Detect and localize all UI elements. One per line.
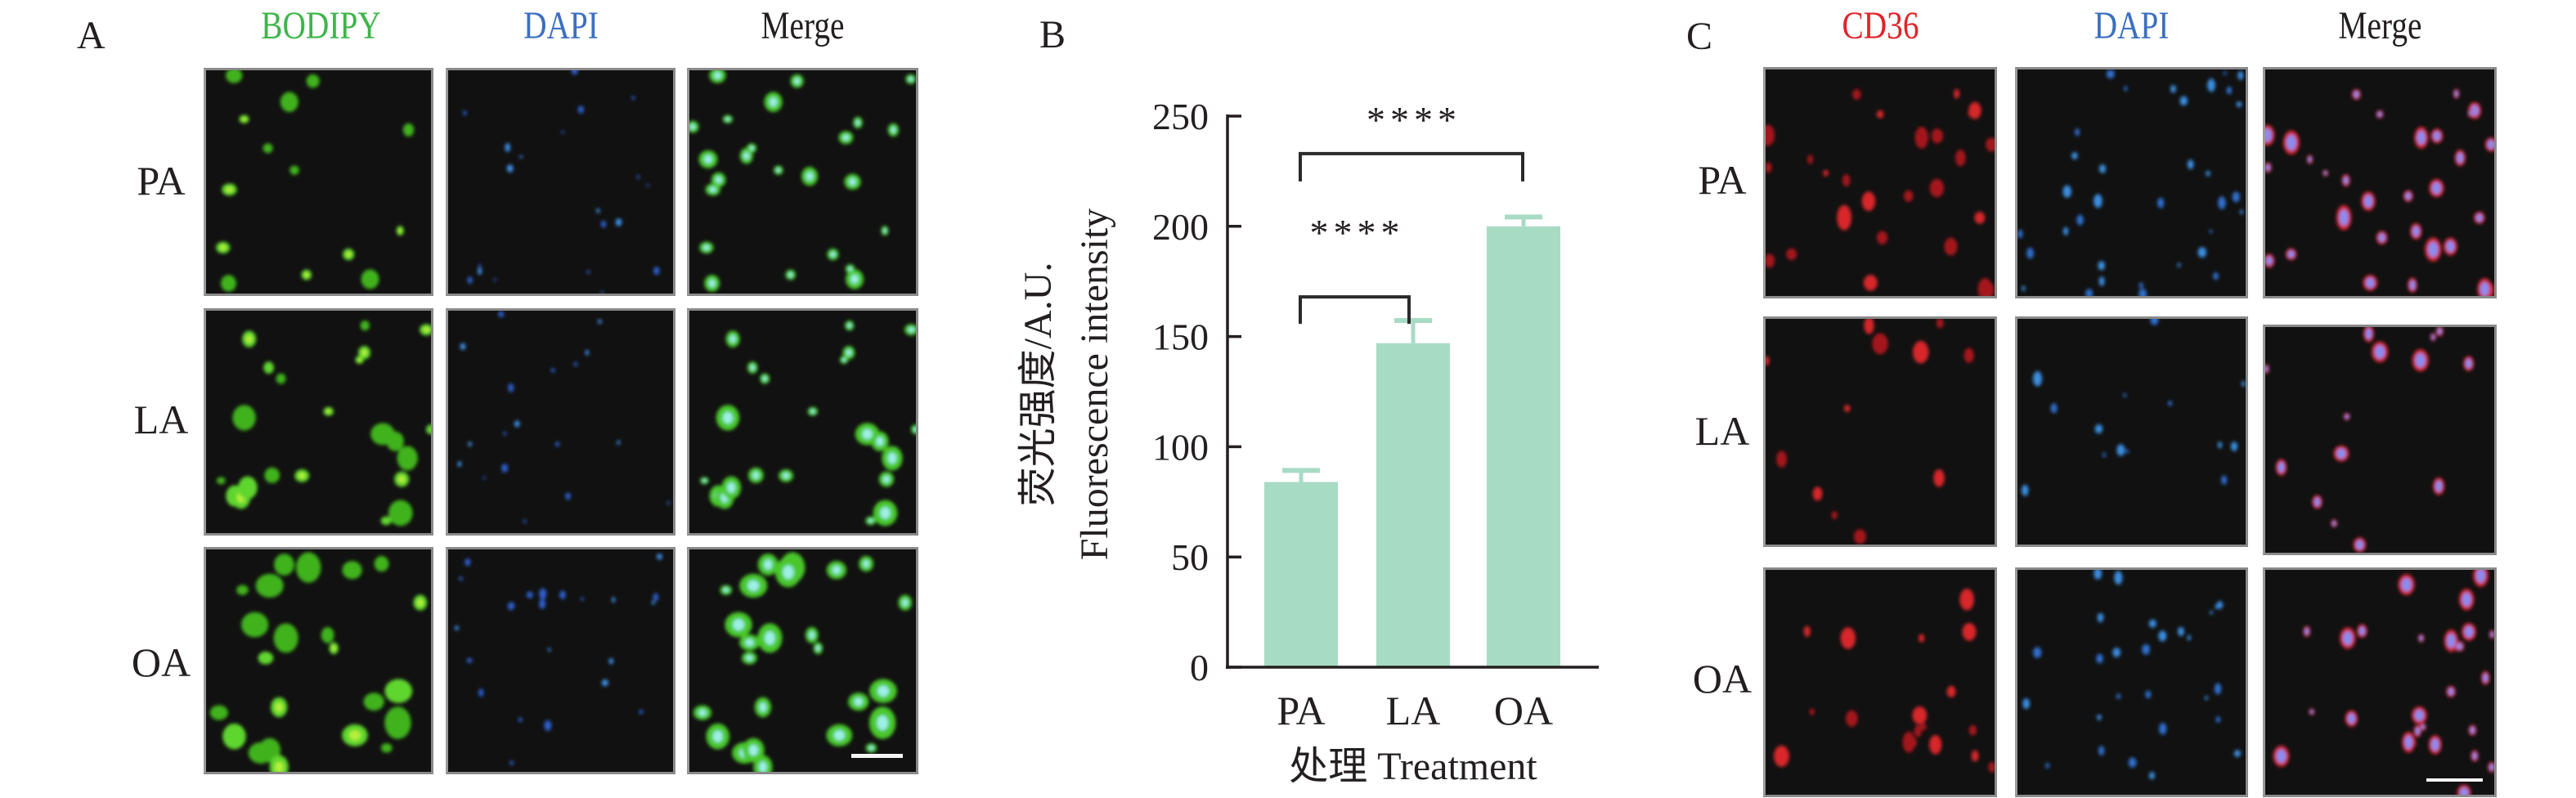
panel-a-header-merge: Merge — [761, 4, 845, 47]
y-tick-label-50: 50 — [1171, 536, 1209, 578]
panel-a-header-dapi: DAPI — [523, 4, 599, 47]
panel-a-row-label-la: LA — [133, 397, 189, 442]
x-axis-title: 处理 Treatment — [1289, 745, 1537, 788]
panel-a-header-bodipy: BODIPY — [261, 4, 381, 47]
micrograph-c-oa-merge — [2263, 567, 2497, 797]
significance-bracket-pa-la — [1299, 295, 1411, 325]
y-tick-label-250: 250 — [1152, 96, 1209, 137]
micrograph-a-pa-merge — [687, 68, 918, 296]
panel-c-row-label-pa: PA — [1698, 157, 1747, 203]
panel-a-row-label-oa: OA — [131, 639, 191, 685]
micrograph-c-oa-dapi — [2015, 567, 2248, 797]
micrograph-a-oa-bodipy — [204, 547, 433, 774]
panel-c-scale-bar — [2426, 778, 2483, 782]
bar-pa — [1264, 482, 1338, 667]
panel-c-letter: C — [1686, 15, 1713, 58]
micrograph-c-la-merge — [2263, 325, 2497, 555]
panel-a-row-label-pa: PA — [137, 158, 186, 204]
significance-label-pa-oa: **** — [1367, 99, 1461, 141]
bar-oa — [1487, 226, 1560, 667]
micrograph-a-oa-merge — [687, 547, 918, 774]
micrograph-c-la-cd36 — [1763, 316, 1997, 547]
significance-label-pa-la: **** — [1310, 212, 1405, 253]
micrograph-a-pa-dapi — [446, 68, 675, 296]
micrograph-a-la-merge — [687, 308, 918, 536]
y-tick-label-100: 100 — [1152, 426, 1209, 468]
y-tick-label-200: 200 — [1152, 206, 1209, 248]
micrograph-c-pa-dapi — [2015, 67, 2248, 298]
micrograph-c-pa-cd36 — [1763, 67, 1997, 298]
micrograph-c-la-dapi — [2015, 316, 2248, 547]
y-axis-title-chinese: 荧光强度/A.U. — [1016, 262, 1060, 507]
x-tick-label-la: LA — [1386, 688, 1441, 733]
micrograph-c-pa-merge — [2263, 67, 2497, 298]
panel-c-header-dapi: DAPI — [2094, 4, 2170, 47]
micrograph-a-la-dapi — [446, 308, 675, 536]
micrograph-a-oa-dapi — [446, 547, 675, 774]
panel-c-header-cd36: CD36 — [1842, 4, 1919, 47]
y-axis-title-english: Fluorescence intensity — [1073, 208, 1116, 561]
panel-c-row-label-oa: OA — [1692, 656, 1752, 702]
x-tick-label-pa: PA — [1277, 688, 1325, 733]
panel-c-header-merge: Merge — [2338, 4, 2422, 47]
micrograph-a-la-bodipy — [204, 308, 433, 536]
micrograph-c-oa-cd36 — [1763, 567, 1997, 797]
panel-b-letter: B — [1039, 13, 1066, 56]
panel-a-scale-bar — [851, 754, 903, 758]
micrograph-a-pa-bodipy — [204, 68, 433, 296]
x-tick-label-oa: OA — [1494, 688, 1553, 733]
y-tick-label-0: 0 — [1190, 647, 1209, 688]
panel-c-row-label-la: LA — [1694, 408, 1750, 454]
significance-bracket-pa-oa — [1299, 151, 1524, 182]
bar-la — [1376, 343, 1450, 667]
y-tick-label-150: 150 — [1152, 316, 1209, 358]
panel-a-letter: A — [77, 14, 105, 57]
